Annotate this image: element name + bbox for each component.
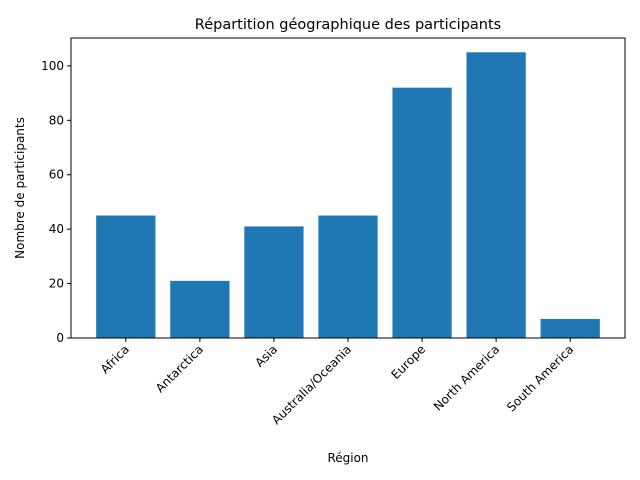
y-tick-label: 20: [49, 277, 64, 291]
axes-frame: [70, 37, 626, 339]
chart-title: Répartition géographique des participant…: [195, 17, 501, 33]
bar: [392, 87, 452, 338]
y-tick-label: 100: [41, 59, 64, 73]
bar: [170, 280, 230, 338]
y-tick-label: 0: [56, 331, 64, 345]
x-tick-label: North America: [431, 342, 502, 413]
x-tick-label: Asia: [252, 342, 280, 370]
bar: [466, 52, 526, 339]
x-tick-label: Antarctica: [153, 342, 206, 395]
x-tick-label: Africa: [98, 342, 132, 376]
y-tick-label: 60: [49, 168, 64, 182]
y-tick-label: 40: [49, 222, 64, 236]
bar: [540, 318, 600, 338]
y-tick-label: 80: [49, 113, 64, 127]
x-axis-label: Région: [327, 451, 368, 465]
bar: [96, 215, 156, 338]
x-tick-label: Europe: [388, 342, 428, 382]
x-tick-label: Australia/Oceania: [269, 342, 354, 427]
y-axis-label: Nombre de participants: [13, 117, 27, 259]
bar: [244, 226, 304, 338]
x-tick-label: South America: [504, 342, 576, 414]
bar: [318, 215, 378, 338]
